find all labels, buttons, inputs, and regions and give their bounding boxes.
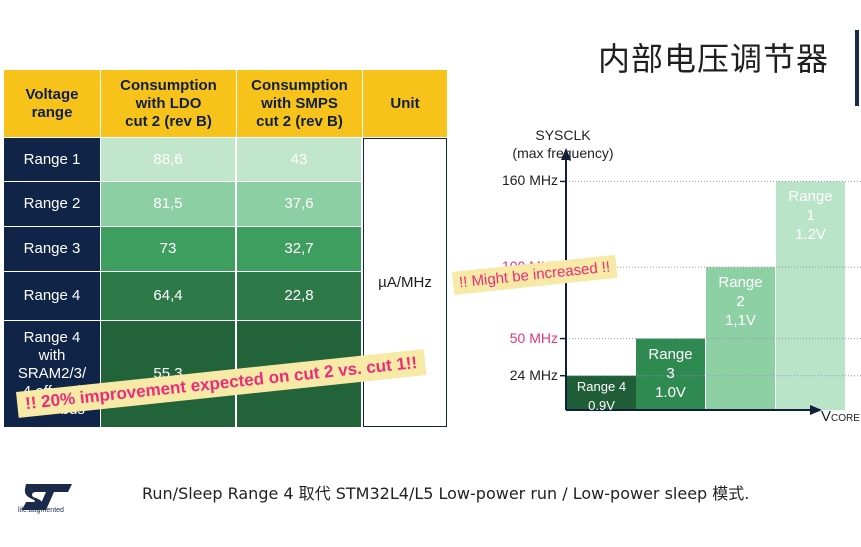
bar-1	[567, 375, 636, 410]
x-axis-title: VCORE	[821, 408, 861, 425]
y-tick-label-3: 50 MHz	[509, 329, 558, 346]
header-unit: Unit	[363, 70, 447, 137]
bar-2	[636, 338, 705, 410]
bar-label-3: Range 2 1,1V	[718, 274, 763, 330]
y-axis-arrow	[561, 148, 571, 160]
cell-ldo-range-3: 73	[101, 227, 236, 271]
unit-cell: µA/MHz	[363, 138, 447, 427]
cell-ldo-range-1: 88,6	[101, 138, 236, 181]
page-title: 内部电压调节器	[598, 40, 830, 78]
cell-smps-range-4: 22,8	[237, 272, 362, 320]
row-range-2: Range 2	[4, 182, 100, 226]
title-accent-bar	[855, 30, 859, 106]
footer-note: Run/Sleep Range 4 取代 STM32L4/L5 Low-powe…	[142, 484, 750, 503]
row-range-3: Range 3	[4, 227, 100, 271]
bar-4	[776, 181, 845, 410]
sysclk-vcore-chart: SYSCLK (max frequency) VCORE 160 MHz100 …	[445, 120, 861, 440]
logo-tagline: life.augmented	[18, 507, 64, 514]
cell-ldo-range-2: 81,5	[101, 182, 236, 226]
st-logo	[22, 484, 72, 510]
y-tick-label-4: 24 MHz	[509, 366, 558, 383]
bar-label-4: Range 1 1.2V	[788, 188, 833, 244]
x-axis-title-sub: CORE	[831, 413, 860, 424]
header-voltage-range: Voltage range	[4, 70, 100, 137]
x-axis-arrow	[810, 405, 822, 415]
header-ldo: Consumption with LDO cut 2 (rev B)	[101, 70, 236, 137]
bar-label-1: Range 4 0.9V	[576, 378, 627, 413]
y-tick-label-1: 160 MHz	[501, 172, 558, 189]
cell-smps-range-1: 43	[237, 138, 362, 181]
bar-label-2: Range 3 1.0V	[648, 345, 693, 401]
y-axis-title: SYSCLK (max frequency)	[512, 127, 614, 161]
header-smps: Consumption with SMPS cut 2 (rev B)	[237, 70, 362, 137]
cell-ldo-range-4: 64,4	[101, 272, 236, 320]
cell-smps-range-3: 32,7	[237, 227, 362, 271]
chart-canvas	[560, 148, 861, 415]
row-range-1: Range 1	[4, 138, 100, 181]
x-axis-title-v: V	[821, 408, 832, 425]
cell-smps-range-2: 37,6	[237, 182, 362, 226]
row-range-4: Range 4	[4, 272, 100, 320]
